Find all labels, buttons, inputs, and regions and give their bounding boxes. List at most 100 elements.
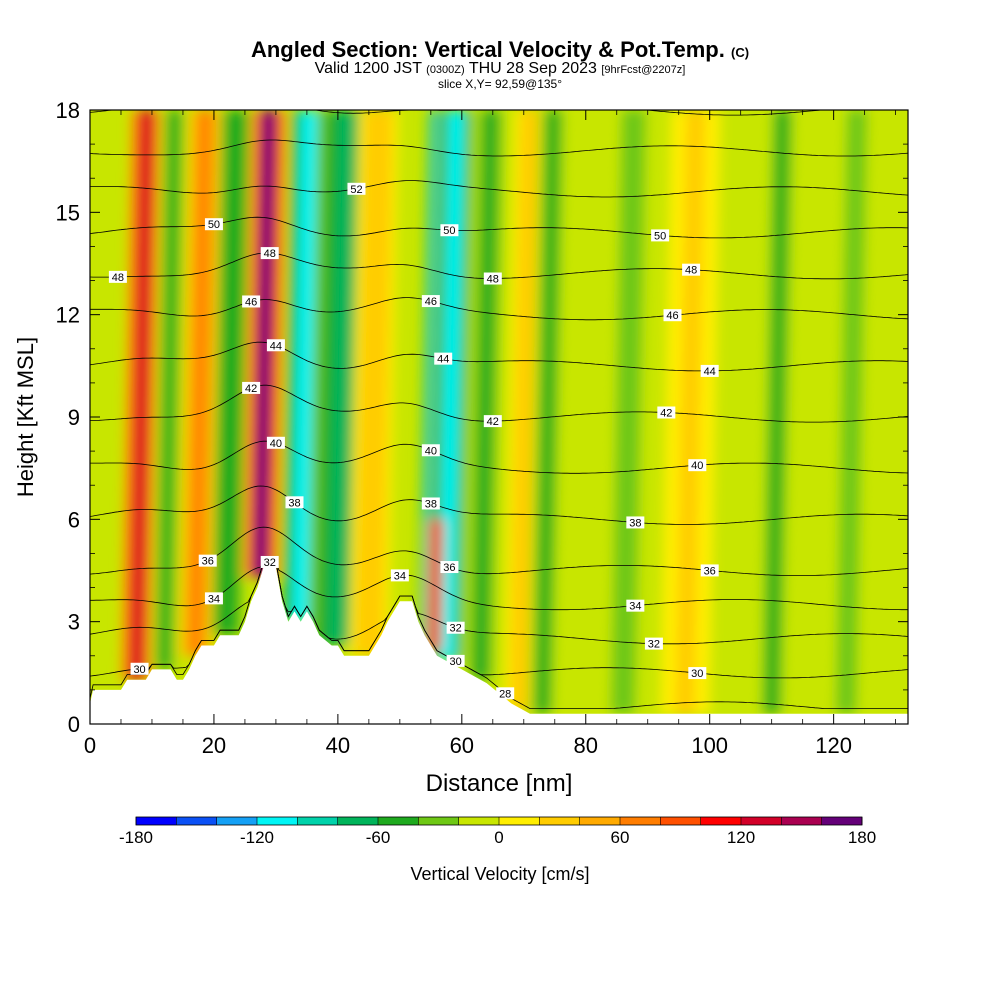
theta-contour-30 bbox=[90, 561, 908, 679]
contour-label-text: 36 bbox=[202, 556, 214, 568]
vv-band-level bbox=[438, 110, 464, 661]
contour-label-bg bbox=[440, 561, 459, 574]
contour-label-text: 38 bbox=[629, 517, 641, 529]
vv-band-level bbox=[840, 110, 863, 714]
contour-label-bg bbox=[440, 224, 459, 237]
vv-band-5 bbox=[242, 110, 287, 578]
contour-label: 48 bbox=[260, 247, 279, 260]
y-axis-label: Height [Kft MSL] bbox=[13, 337, 38, 497]
colorbar-tick-label: 60 bbox=[611, 828, 630, 847]
contour-label: 52 bbox=[347, 182, 366, 196]
vv-band-11 bbox=[426, 519, 445, 651]
colorbar-tick-label: 180 bbox=[848, 828, 876, 847]
contour-label-bg bbox=[198, 554, 217, 567]
contour-label-text: 40 bbox=[270, 438, 282, 450]
theta-contour-50 bbox=[90, 216, 908, 239]
contour-label-text: 46 bbox=[245, 296, 257, 308]
vv-band-3 bbox=[179, 110, 222, 656]
vv-band-level bbox=[253, 110, 276, 578]
colorbar-swatch bbox=[216, 817, 258, 825]
colorbar-swatch bbox=[741, 817, 782, 825]
contour-label-bg bbox=[626, 516, 645, 529]
contour-label-text: 32 bbox=[648, 639, 660, 651]
colorbar-swatch bbox=[781, 817, 823, 825]
contour-label: 42 bbox=[657, 406, 676, 420]
contour-label: 40 bbox=[688, 459, 707, 472]
contour-label-bg bbox=[421, 295, 440, 308]
contour-label-text: 34 bbox=[208, 593, 220, 605]
contour-label: 32 bbox=[260, 555, 279, 569]
contour-label-bg bbox=[483, 415, 502, 428]
contour-label: 44 bbox=[700, 364, 719, 378]
slice-info: slice X,Y= 92,59@135° bbox=[437, 77, 563, 91]
contour-label-text: 30 bbox=[133, 664, 145, 676]
y-tick-label: 0 bbox=[68, 712, 80, 737]
colorbar-tick-label: -60 bbox=[366, 828, 391, 847]
vv-band-level bbox=[294, 110, 317, 622]
theta-contour-54 bbox=[90, 139, 908, 157]
contour-label-bg bbox=[260, 247, 279, 260]
y-tick-label: 18 bbox=[56, 98, 80, 123]
contour-label: 32 bbox=[446, 621, 465, 635]
contour-label-text: 46 bbox=[425, 296, 437, 308]
contour-label: 36 bbox=[700, 564, 719, 577]
contour-label-bg bbox=[260, 555, 279, 568]
y-tick-label: 3 bbox=[68, 610, 80, 635]
contour-label-bg bbox=[688, 459, 707, 472]
theta-contour-34 bbox=[90, 561, 908, 611]
vv-band-18 bbox=[831, 110, 872, 714]
colorbar-swatch bbox=[700, 817, 742, 825]
contour-label-bg bbox=[108, 270, 127, 283]
colorbar-swatch bbox=[136, 817, 177, 825]
colorbar: -180 -120 -60 0 60 120 180 bbox=[119, 816, 876, 847]
theta-contour-32 bbox=[90, 561, 908, 645]
colorbar-swatch bbox=[176, 817, 218, 825]
contour-label: 46 bbox=[421, 295, 440, 308]
contour-label: 32 bbox=[644, 637, 663, 651]
vv-band-level bbox=[159, 110, 180, 670]
contour-label-bg bbox=[644, 637, 663, 650]
colorbar-swatch bbox=[539, 817, 581, 825]
contour-label-bg bbox=[483, 272, 502, 285]
vv-band-16 bbox=[660, 110, 721, 714]
vv-band-level bbox=[516, 110, 543, 711]
contour-label: 46 bbox=[242, 295, 261, 308]
theta-contour-52 bbox=[90, 180, 908, 198]
contour-label-text: 36 bbox=[704, 565, 716, 577]
contour-label-text: 42 bbox=[245, 383, 257, 395]
colorbar-swatch bbox=[579, 817, 621, 825]
x-axis-label: Distance [nm] bbox=[426, 770, 573, 797]
contour-label: 28 bbox=[496, 687, 515, 700]
vv-band-4 bbox=[211, 110, 251, 636]
contour-label-text: 38 bbox=[288, 497, 300, 509]
x-tick-label: 100 bbox=[691, 733, 728, 758]
vv-band-level bbox=[189, 110, 212, 656]
contour-label-text: 32 bbox=[449, 623, 461, 635]
contour-label-text: 44 bbox=[704, 366, 716, 378]
contour-label-text: 38 bbox=[425, 498, 437, 510]
contour-label-bg bbox=[266, 339, 285, 352]
contour-label-text: 32 bbox=[264, 557, 276, 569]
contour-label-bg bbox=[242, 295, 261, 308]
vv-band-12 bbox=[462, 110, 509, 680]
x-tick-label: 80 bbox=[574, 733, 598, 758]
contour-label-bg bbox=[204, 592, 223, 605]
contour-label-text: 44 bbox=[270, 340, 282, 352]
contour-label: 44 bbox=[434, 352, 453, 366]
vv-band-level bbox=[220, 110, 242, 636]
vv-band-level bbox=[326, 110, 359, 646]
colorbar-swatch bbox=[499, 817, 540, 825]
contour-label: 44 bbox=[266, 339, 285, 352]
contour-label-bg bbox=[446, 621, 465, 634]
contour-label: 36 bbox=[440, 561, 459, 574]
colorbar-swatch bbox=[660, 817, 702, 825]
x-tick-label: 20 bbox=[202, 733, 226, 758]
contour-label-bg bbox=[347, 182, 366, 195]
contour-label-text: 48 bbox=[487, 274, 499, 286]
vv-band-level bbox=[473, 110, 498, 680]
colorbar-swatch bbox=[297, 817, 339, 825]
contour-label: 30 bbox=[446, 654, 465, 668]
contour-label-bg bbox=[204, 218, 223, 231]
contour-label: 38 bbox=[285, 496, 304, 509]
